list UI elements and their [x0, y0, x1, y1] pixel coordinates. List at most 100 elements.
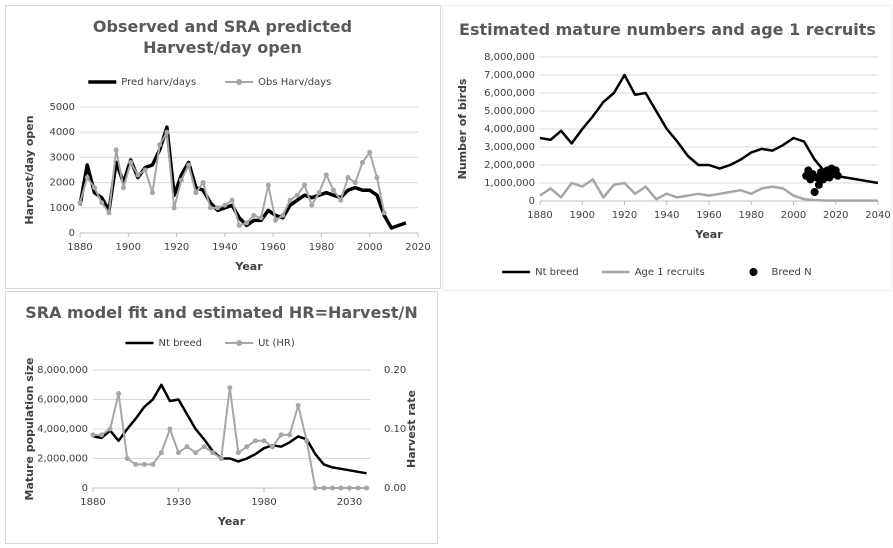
- x-tick-label: 2020: [823, 210, 848, 221]
- marker: [280, 212, 286, 218]
- legend-label: Pred harv/days: [121, 77, 196, 88]
- x-tick-label: 1880: [80, 497, 105, 508]
- marker: [309, 202, 315, 208]
- series-line: [539, 178, 878, 202]
- x-tick-label: 1960: [696, 210, 721, 221]
- marker: [321, 485, 327, 491]
- marker: [258, 215, 264, 221]
- marker: [167, 426, 173, 432]
- legend-swatch: [749, 268, 758, 276]
- legend-label: Breed N: [772, 267, 812, 278]
- chart-title: Estimated mature numbers and age 1 recru…: [459, 20, 876, 39]
- marker: [278, 432, 284, 438]
- marker: [338, 485, 344, 491]
- marker: [304, 438, 310, 444]
- marker: [355, 485, 361, 491]
- x-tick-label: 1880: [67, 242, 92, 253]
- chart-title: SRA model fit and estimated HR=Harvest/N: [25, 303, 418, 322]
- x-tick-label: 1900: [570, 210, 595, 221]
- x-tick-label: 1920: [612, 210, 637, 221]
- x-tick-label: 1920: [164, 242, 189, 253]
- legend-swatch: [236, 79, 243, 85]
- marker: [113, 147, 119, 153]
- marker: [128, 159, 134, 165]
- panel: [5, 5, 441, 289]
- x-tick-label: 1900: [116, 242, 141, 253]
- marker: [222, 202, 228, 208]
- y-axis-title: Number of birds: [456, 78, 469, 179]
- marker: [84, 175, 90, 181]
- marker: [186, 162, 192, 168]
- marker: [295, 402, 301, 408]
- y-tick-label: 0: [69, 228, 75, 239]
- marker: [133, 461, 139, 467]
- x-axis-title: Year: [694, 228, 723, 241]
- marker: [135, 172, 141, 178]
- x-tick-label: 1880: [527, 210, 552, 221]
- marker: [287, 197, 293, 203]
- x-tick-label: 1980: [309, 242, 334, 253]
- legend-label: Nt breed: [535, 267, 578, 278]
- y2-tick-label: 0.10: [384, 424, 406, 435]
- series-line: [539, 73, 879, 185]
- x-tick-label: 2000: [781, 210, 806, 221]
- marker: [157, 142, 163, 148]
- y2-tick-label: 0.20: [384, 365, 406, 376]
- marker: [164, 129, 170, 135]
- y-tick-label: 2,000,000: [484, 160, 535, 171]
- scatter-point: [812, 173, 821, 182]
- y-tick-label: 8,000,000: [37, 365, 88, 376]
- x-axis-title: Year: [217, 515, 246, 528]
- marker: [352, 180, 358, 186]
- chart-title: Observed and SRA predicted Harvest/day o…: [92, 17, 353, 57]
- x-tick-label: 2030: [337, 497, 362, 508]
- y-tick-label: 5,000,000: [484, 106, 535, 117]
- marker: [331, 187, 336, 193]
- y-tick-label: 4,000,000: [484, 124, 535, 135]
- marker: [178, 177, 184, 183]
- x-tick-label: 2040: [865, 210, 890, 221]
- marker: [201, 444, 207, 450]
- y-tick-label: 2000: [50, 178, 75, 189]
- x-tick-label: 1940: [212, 242, 237, 253]
- marker: [210, 450, 216, 456]
- legend-label: Age 1 recruits: [635, 267, 705, 278]
- y-axis-title: Harvest/day open: [23, 115, 36, 224]
- marker: [229, 197, 235, 203]
- marker: [251, 212, 257, 218]
- marker: [244, 220, 250, 226]
- legend-swatch: [236, 340, 243, 346]
- marker: [235, 450, 241, 456]
- series-line: [79, 131, 386, 227]
- marker: [175, 450, 181, 456]
- marker: [120, 185, 126, 191]
- x-tick-label: 2020: [405, 242, 430, 253]
- marker: [106, 210, 112, 216]
- scatter-point: [810, 188, 819, 196]
- marker: [345, 175, 351, 181]
- y-tick-label: 4000: [50, 127, 75, 138]
- panel: [5, 291, 438, 544]
- y-tick-label: 8,000,000: [484, 52, 535, 63]
- x-axis-title: Year: [234, 260, 263, 273]
- marker: [364, 485, 370, 491]
- marker: [207, 205, 213, 211]
- y-tick-label: 3,000,000: [484, 142, 535, 153]
- marker: [193, 190, 199, 196]
- y-tick-label: 3000: [50, 152, 75, 163]
- x-tick-label: 1930: [166, 497, 191, 508]
- marker: [273, 217, 279, 223]
- marker: [359, 159, 365, 165]
- marker: [90, 432, 96, 438]
- legend-label: Ut (HR): [258, 338, 295, 349]
- marker: [149, 190, 155, 196]
- marker: [261, 438, 267, 444]
- marker: [184, 444, 190, 450]
- marker: [99, 200, 105, 206]
- marker: [124, 456, 130, 461]
- marker: [91, 185, 97, 191]
- x-tick-label: 2000: [357, 242, 382, 253]
- marker: [200, 180, 206, 186]
- marker: [287, 432, 293, 438]
